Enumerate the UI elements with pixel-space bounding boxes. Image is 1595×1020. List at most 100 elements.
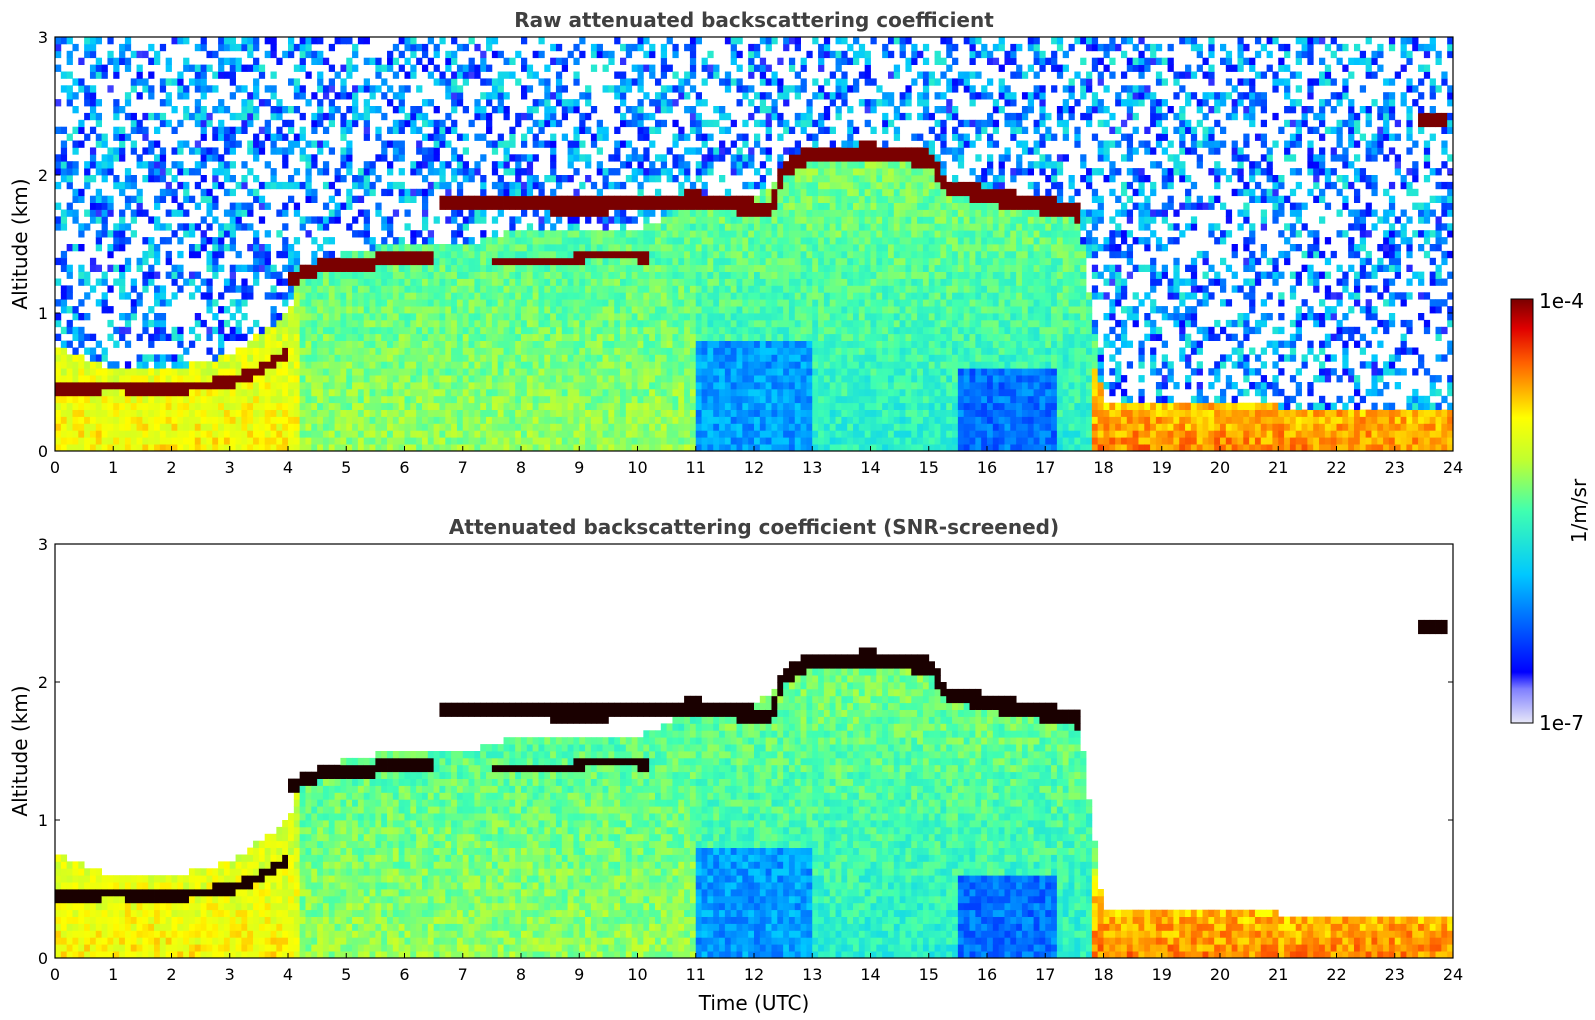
heatmap-cell: [212, 375, 219, 383]
heatmap-cell: [713, 216, 720, 224]
heatmap-cell: [462, 250, 469, 259]
heatmap-cell: [66, 368, 73, 376]
heatmap-cell: [89, 202, 97, 210]
heatmap-cell: [276, 347, 283, 355]
heatmap-cell: [689, 430, 697, 438]
heatmap-cell: [730, 375, 737, 383]
heatmap-cell: [625, 237, 633, 245]
heatmap-cell: [526, 375, 534, 383]
heatmap-cell: [264, 119, 271, 128]
heatmap-cell: [660, 71, 668, 79]
heatmap-cell: [573, 278, 580, 286]
heatmap-cell: [55, 154, 62, 162]
heatmap-cell: [235, 216, 242, 224]
heatmap-cell: [404, 112, 411, 121]
heatmap-cell: [154, 244, 161, 252]
heatmap-cell: [427, 409, 435, 417]
heatmap-cell: [631, 319, 638, 328]
heatmap-cell: [334, 168, 341, 176]
heatmap-cell: [573, 106, 580, 114]
heatmap-cell: [538, 444, 545, 451]
heatmap-cell: [491, 147, 499, 155]
heatmap-cell: [666, 340, 673, 348]
heatmap-cell: [293, 181, 301, 190]
heatmap-cell: [491, 271, 499, 279]
heatmap-cell: [334, 347, 341, 355]
heatmap-cell: [567, 106, 574, 114]
heatmap-cell: [742, 423, 749, 431]
heatmap-cell: [60, 223, 68, 231]
heatmap-cell: [491, 402, 499, 410]
heatmap-cell: [188, 430, 196, 438]
heatmap-cell: [346, 368, 353, 376]
heatmap-cell: [328, 388, 336, 397]
heatmap-cell: [264, 257, 271, 266]
heatmap-cell: [340, 395, 347, 404]
heatmap-cell: [585, 388, 592, 397]
heatmap-cell: [625, 368, 633, 376]
heatmap-cell: [701, 223, 708, 231]
heatmap-cell: [456, 368, 464, 376]
heatmap-cell: [107, 161, 114, 169]
heatmap-cell: [515, 299, 522, 307]
heatmap-cell: [66, 181, 73, 190]
heatmap-cell: [666, 216, 673, 224]
heatmap-cell: [550, 133, 557, 141]
heatmap-cell: [387, 257, 394, 266]
heatmap-cell: [497, 402, 504, 410]
heatmap-cell: [223, 444, 231, 451]
heatmap-cell: [480, 423, 487, 431]
heatmap-cell: [748, 278, 755, 286]
heatmap-cell: [503, 237, 510, 245]
heatmap-cell: [590, 395, 598, 404]
heatmap-cell: [567, 319, 574, 328]
heatmap-cell: [701, 354, 708, 362]
heatmap-cell: [223, 361, 231, 369]
heatmap-cell: [194, 437, 202, 445]
heatmap-cell: [689, 271, 697, 279]
heatmap-cell: [206, 423, 213, 431]
heatmap-cell: [480, 216, 487, 224]
heatmap-cell: [375, 244, 382, 252]
heatmap-cell: [445, 375, 452, 383]
heatmap-cell: [456, 161, 464, 169]
heatmap-cell: [363, 78, 370, 86]
heatmap-cell: [346, 285, 353, 293]
heatmap-cell: [719, 444, 726, 451]
heatmap-cell: [253, 354, 260, 362]
heatmap-cell: [445, 347, 452, 355]
heatmap-cell: [142, 375, 149, 383]
heatmap-cell: [392, 409, 400, 417]
heatmap-cell: [421, 299, 429, 307]
heatmap-cell: [427, 382, 435, 390]
heatmap-cell: [654, 285, 662, 293]
heatmap-cell: [124, 395, 132, 404]
heatmap-cell: [95, 409, 103, 417]
heatmap-cell: [486, 92, 493, 100]
heatmap-cell: [625, 340, 633, 348]
heatmap-cell: [654, 126, 662, 134]
heatmap-cell: [206, 188, 213, 197]
heatmap-cell: [293, 64, 301, 72]
heatmap-cell: [555, 271, 563, 279]
heatmap-cell: [276, 209, 283, 217]
heatmap-cell: [218, 106, 225, 114]
heatmap-cell: [154, 271, 161, 279]
heatmap-cell: [643, 50, 650, 59]
heatmap-cell: [177, 140, 184, 148]
heatmap-cell: [107, 368, 114, 376]
heatmap-cell: [392, 257, 400, 266]
heatmap-cell: [678, 223, 685, 231]
heatmap-cell: [282, 50, 289, 59]
heatmap-cell: [352, 313, 359, 321]
heatmap-cell: [643, 244, 650, 252]
heatmap-cell: [649, 361, 656, 369]
heatmap-cell: [165, 237, 172, 245]
heatmap-cell: [258, 416, 266, 424]
heatmap-cell: [375, 57, 382, 65]
heatmap-cell: [119, 188, 126, 197]
heatmap-cell: [637, 271, 644, 279]
heatmap-cell: [212, 85, 219, 93]
heatmap-cell: [713, 395, 720, 404]
heatmap-cell: [544, 250, 551, 259]
